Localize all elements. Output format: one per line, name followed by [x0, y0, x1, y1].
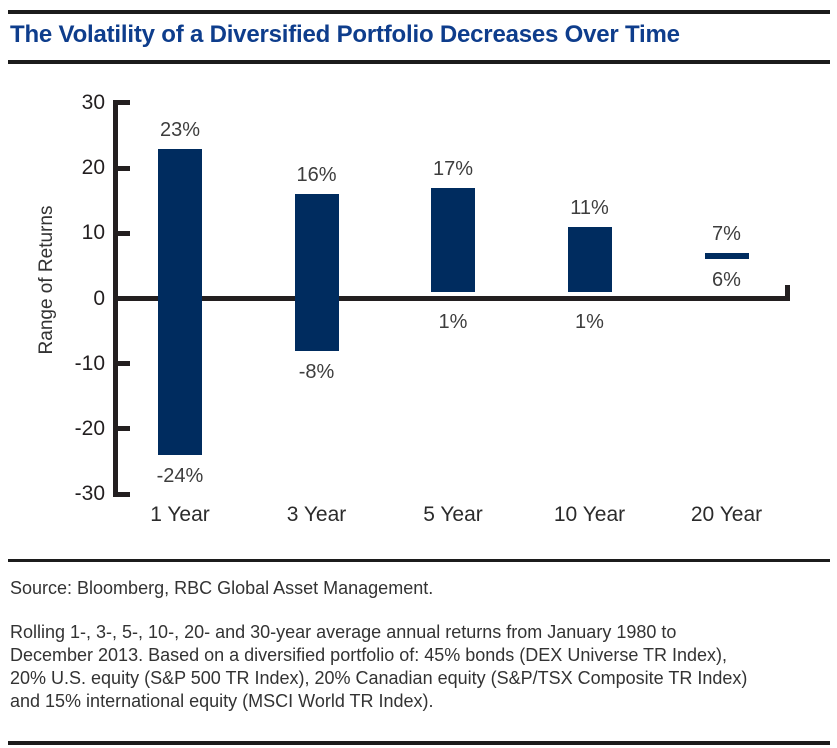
page-title: The Volatility of a Diversified Portfoli… — [10, 21, 680, 48]
x-axis-category-label: 20 Year — [690, 503, 763, 526]
x-axis-category-label: 1 Year — [150, 503, 210, 526]
bar-min-label: 1% — [575, 310, 604, 333]
bar-min-label: -8% — [298, 360, 335, 383]
y-axis-tick — [113, 491, 130, 497]
title-underline-rule — [8, 60, 830, 64]
zero-baseline — [113, 296, 790, 301]
range-bar — [294, 194, 339, 351]
range-bar — [431, 187, 475, 292]
y-axis-tick — [113, 230, 130, 236]
range-bar — [567, 226, 612, 292]
bar-min-label: 6% — [712, 269, 741, 292]
y-axis-tick-label: -10 — [74, 351, 105, 375]
bar-max-label: 7% — [712, 222, 741, 245]
y-axis-tick — [113, 426, 130, 432]
range-of-returns-chart: Range of Returns 30 20 10 0 -10 -20 -30 23% -24%… — [36, 90, 790, 526]
y-axis-tick-label: 30 — [81, 90, 105, 114]
y-axis-tick-label: -20 — [74, 416, 105, 440]
x-axis-category-label: 10 Year — [553, 503, 626, 526]
x-axis-category-label: 5 Year — [423, 503, 483, 526]
top-rule — [8, 10, 830, 14]
y-axis-tick — [113, 100, 130, 106]
bar-max-label: 11% — [570, 196, 609, 219]
y-axis-tick-label: 20 — [81, 156, 105, 180]
bar-max-label: 16% — [296, 164, 337, 187]
bar-min-label: -24% — [156, 464, 204, 487]
bar-min-label: 1% — [438, 310, 468, 333]
bottom-rule — [8, 741, 830, 745]
x-axis-category-label: 3 Year — [286, 503, 347, 526]
footnote-text: Rolling 1-, 3-, 5-, 10-, 20- and 30-year… — [10, 621, 831, 713]
footnote-line: December 2013. Based on a diversified po… — [10, 645, 728, 665]
bar-max-label: 23% — [159, 118, 201, 141]
y-axis-tick — [113, 165, 130, 171]
source-text: Source: Bloomberg, RBC Global Asset Mana… — [10, 578, 434, 598]
range-bar — [158, 148, 202, 455]
footer-top-rule — [8, 559, 830, 562]
y-axis-tick-label: 10 — [81, 221, 105, 245]
y-axis-tick-label: 0 — [93, 286, 105, 310]
footnote-line: and 15% international equity (MSCI World… — [10, 691, 434, 711]
y-axis-tick-label: -30 — [74, 482, 105, 505]
x-axis-end-cap — [785, 285, 790, 301]
range-bar — [704, 252, 749, 260]
bar-max-label: 17% — [432, 157, 474, 180]
footnote-line: Rolling 1-, 3-, 5-, 10-, 20- and 30-year… — [10, 622, 677, 642]
y-axis-tick — [113, 361, 130, 367]
footnote-line: 20% U.S. equity (S&P 500 TR Index), 20% … — [10, 668, 748, 688]
